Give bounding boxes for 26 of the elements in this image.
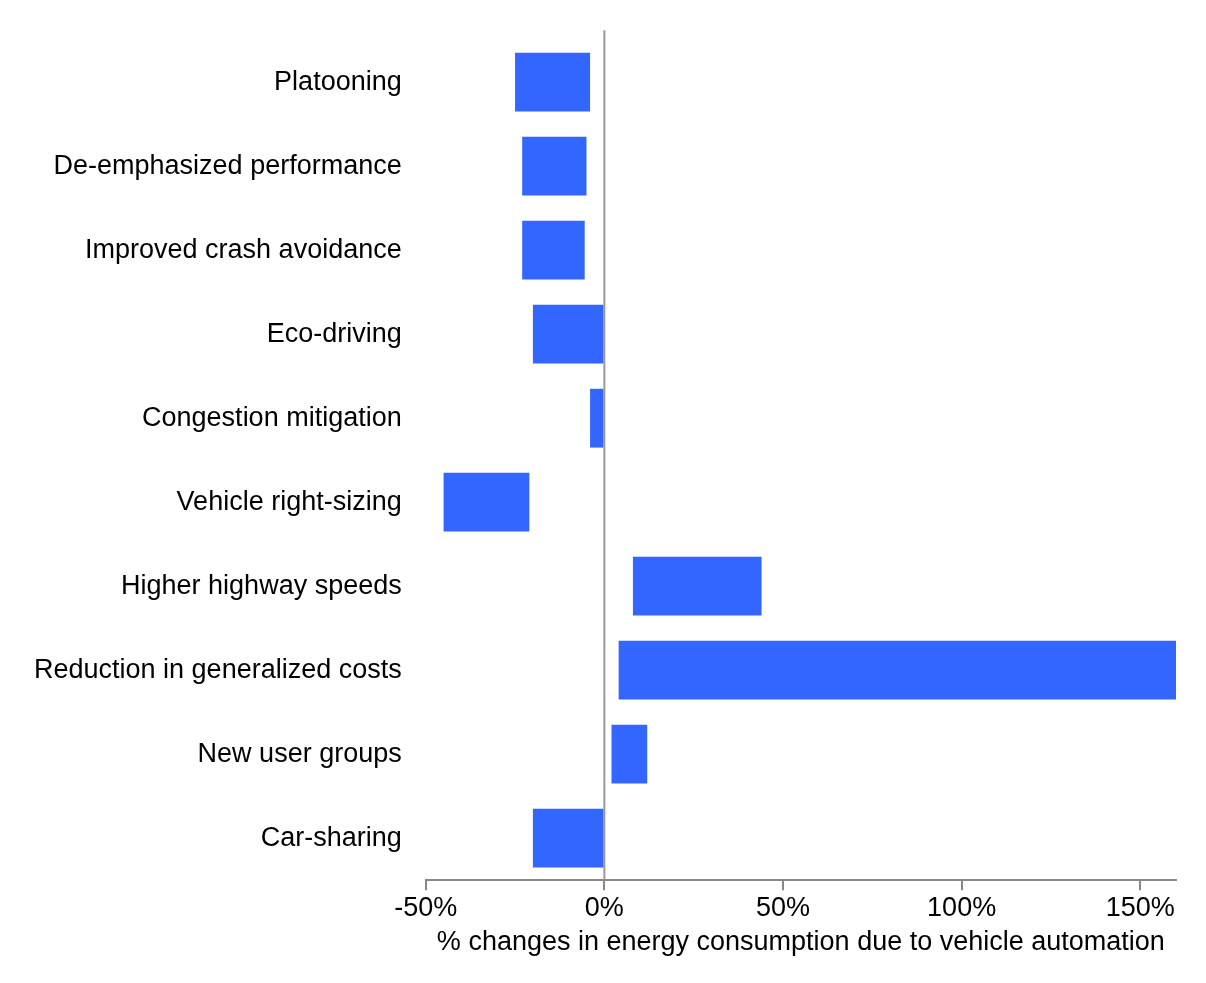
bar bbox=[522, 136, 587, 196]
y-tick-label: Platooning bbox=[274, 65, 402, 96]
y-tick-label: Eco-driving bbox=[266, 317, 402, 348]
y-tick-label: Higher highway speeds bbox=[121, 569, 402, 600]
bar bbox=[532, 304, 604, 364]
bar bbox=[632, 556, 762, 616]
x-tick-label: 100% bbox=[927, 891, 997, 922]
bar bbox=[443, 472, 530, 532]
bar bbox=[618, 640, 1176, 700]
y-tick-label: Reduction in generalized costs bbox=[34, 653, 402, 684]
bar bbox=[590, 388, 604, 448]
y-tick-label: Improved crash avoidance bbox=[85, 233, 402, 264]
x-tick-label: 150% bbox=[1105, 891, 1175, 922]
y-tick-label: Car-sharing bbox=[260, 821, 402, 852]
y-tick-label: Vehicle right-sizing bbox=[176, 485, 402, 516]
y-tick-label: New user groups bbox=[197, 737, 402, 768]
x-axis-title: % changes in energy consumption due to vehicle automation bbox=[436, 926, 1165, 957]
bar bbox=[611, 724, 648, 784]
y-tick-label: Congestion mitigation bbox=[142, 401, 402, 432]
bar bbox=[522, 220, 585, 280]
x-tick-label: -50% bbox=[394, 891, 458, 922]
y-tick-label: De-emphasized performance bbox=[53, 149, 402, 180]
bar bbox=[532, 808, 604, 868]
bar bbox=[515, 52, 591, 112]
x-tick-label: 50% bbox=[755, 891, 811, 922]
x-tick-label: 0% bbox=[584, 891, 624, 922]
